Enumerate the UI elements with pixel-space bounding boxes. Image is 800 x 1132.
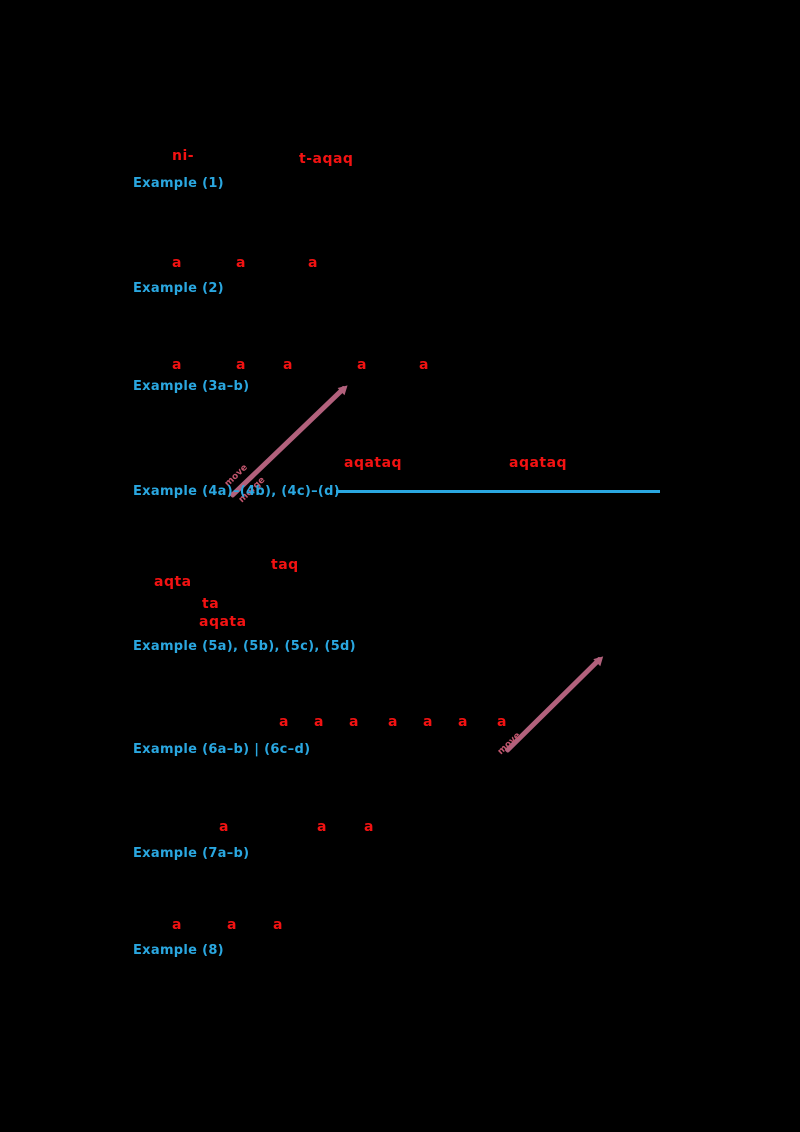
red-token: aqata — [199, 614, 247, 630]
red-token: a — [219, 819, 229, 835]
red-token: aqataq — [344, 455, 403, 471]
red-token: a — [364, 819, 374, 835]
red-token: a — [308, 255, 318, 271]
red-token: a — [357, 357, 367, 373]
red-token: a — [172, 917, 182, 933]
red-token: a — [283, 357, 293, 373]
example-link-5[interactable]: Example (5a), (5b), (5c), (5d) — [133, 639, 356, 654]
red-token: a — [236, 255, 246, 271]
red-token: a — [423, 714, 433, 730]
red-token: a — [419, 357, 429, 373]
red-token: a — [236, 357, 246, 373]
red-token: taq — [271, 557, 299, 573]
red-token: a — [497, 714, 507, 730]
red-token: a — [172, 357, 182, 373]
annotation-arrow — [229, 385, 347, 499]
red-token: a — [317, 819, 327, 835]
red-token: a — [172, 255, 182, 271]
example-link-6[interactable]: Example (6a–b) | (6c–d) — [133, 742, 311, 757]
example-link-3[interactable]: Example (3a–b) — [133, 379, 250, 394]
red-token: aqataq — [509, 455, 568, 471]
blue-rule — [336, 490, 660, 493]
red-token: a — [349, 714, 359, 730]
example-link-7[interactable]: Example (7a–b) — [133, 846, 250, 861]
example-link-2[interactable]: Example (2) — [133, 281, 224, 296]
red-token: a — [314, 714, 324, 730]
red-token: aqta — [154, 574, 192, 590]
red-token: a — [279, 714, 289, 730]
red-token: a — [458, 714, 468, 730]
example-link-4[interactable]: Example (4a)–(4b), (4c)–(d) — [133, 484, 341, 499]
example-link-1[interactable]: Example (1) — [133, 176, 224, 191]
example-link-8[interactable]: Example (8) — [133, 943, 224, 958]
red-token: t-aqaq — [299, 151, 354, 167]
red-token: a — [388, 714, 398, 730]
red-token: a — [227, 917, 237, 933]
red-token: ni- — [172, 148, 195, 164]
red-token: a — [273, 917, 283, 933]
red-token: ta — [202, 596, 220, 612]
arrow-note: move — [496, 730, 523, 757]
